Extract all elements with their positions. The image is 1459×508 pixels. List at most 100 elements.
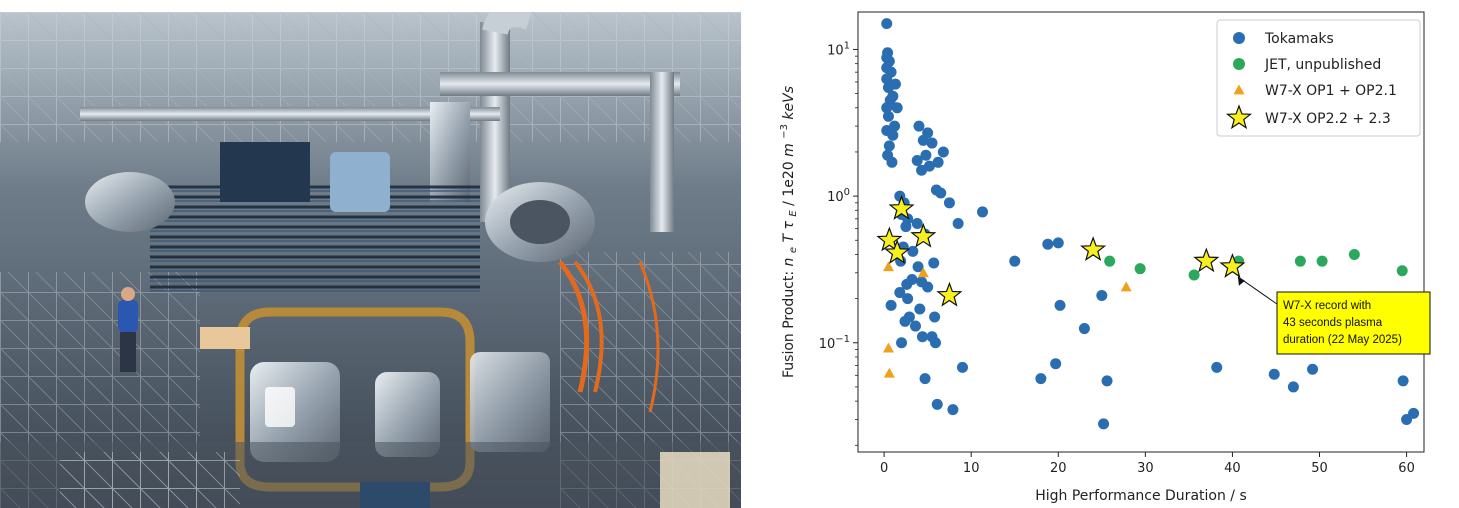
y-axis-label-mid: / 1e20 <box>781 157 797 206</box>
data-point-w7-x-op2-2-2-3 <box>1080 236 1107 261</box>
data-point-tokamaks <box>913 120 925 132</box>
annotation-line: 43 seconds plasma <box>1283 317 1383 329</box>
data-point-tokamaks <box>916 164 928 176</box>
data-point-tokamaks <box>1268 368 1280 380</box>
data-point-tokamaks <box>920 149 932 161</box>
data-point-jet-unpublished <box>1104 255 1116 267</box>
annotation-line: W7-X record with <box>1283 300 1371 312</box>
x-axis-label: High Performance Duration / s <box>1035 488 1247 504</box>
data-point-w7-x-op2-2-2-3 <box>936 281 963 307</box>
legend-marker <box>1233 58 1245 70</box>
legend-marker <box>1225 104 1253 130</box>
x-tick-label: 10 <box>963 461 980 476</box>
data-point-tokamaks <box>1050 358 1062 370</box>
data-point-tokamaks <box>947 404 959 416</box>
data-point-tokamaks <box>928 257 940 269</box>
legend-label: W7-X OP2.2 + 2.3 <box>1265 111 1391 127</box>
data-point-w7-x-op1-op2-1 <box>1120 281 1132 292</box>
data-point-tokamaks <box>887 129 899 141</box>
annotation-line: duration (22 May 2025) <box>1283 334 1402 346</box>
y-axis-label-prefix: Fusion Product: <box>781 266 797 378</box>
data-point-tokamaks <box>1042 238 1054 250</box>
data-point-tokamaks <box>943 197 955 209</box>
data-point-tokamaks <box>917 134 929 146</box>
data-point-jet-unpublished <box>1134 263 1146 275</box>
y-axis-label-unit: keVs <box>781 86 797 120</box>
y-axis-label-ne-sub: e <box>788 247 799 253</box>
legend-box <box>1216 19 1421 137</box>
data-point-tokamaks <box>935 187 947 199</box>
legend-label: W7-X OP1 + OP2.1 <box>1265 83 1397 99</box>
data-point-tokamaks <box>896 337 908 349</box>
y-axis-label-tau-sub: E <box>788 210 799 217</box>
y-tick-label: 101 <box>827 40 850 58</box>
x-tick-label: 30 <box>1137 461 1154 476</box>
y-tick-label: 10−1 <box>819 334 850 352</box>
data-point-tokamaks <box>1078 323 1090 335</box>
plot-area <box>857 11 1425 453</box>
y-axis-label-t: T <box>781 233 797 243</box>
data-point-tokamaks <box>929 337 941 349</box>
data-point-tokamaks <box>1009 255 1021 267</box>
data-point-tokamaks <box>889 78 901 90</box>
data-point-tokamaks <box>885 299 897 311</box>
data-point-tokamaks <box>881 102 893 114</box>
data-point-tokamaks <box>1035 373 1047 385</box>
data-point-tokamaks <box>922 281 934 293</box>
stellarator-photo-icon <box>0 12 741 508</box>
y-axis-label-exp: −3 <box>779 124 790 139</box>
data-point-w7-x-op1-op2-1 <box>917 267 929 278</box>
data-point-tokamaks <box>891 102 903 114</box>
y-axis-label-tau: τ <box>781 221 797 230</box>
data-point-tokamaks <box>1211 361 1223 373</box>
data-point-jet-unpublished <box>1188 269 1200 281</box>
data-point-jet-unpublished <box>1348 248 1360 260</box>
data-point-tokamaks <box>886 156 898 168</box>
data-point-tokamaks <box>881 18 893 30</box>
x-tick-label: 60 <box>1398 461 1415 476</box>
annotation-box <box>1276 291 1431 355</box>
data-point-tokamaks <box>1098 418 1110 430</box>
data-point-tokamaks <box>1307 363 1319 375</box>
data-point-w7-x-op2-2-2-3 <box>888 195 915 220</box>
data-point-tokamaks <box>907 245 919 257</box>
data-point-tokamaks <box>883 140 895 152</box>
data-point-tokamaks <box>881 73 893 85</box>
data-point-w7-x-op2-2-2-3 <box>910 222 937 248</box>
data-point-w7-x-op1-op2-1 <box>882 261 894 272</box>
data-point-tokamaks <box>1052 237 1064 249</box>
data-point-tokamaks <box>1054 299 1066 311</box>
fusion-product-chart: 0 10 20 30 40 50 60 10−1 100 101 W7-X record with… <box>775 0 1459 508</box>
data-point-tokamaks <box>912 261 924 273</box>
data-point-tokamaks <box>914 303 926 315</box>
y-tick-label: 100 <box>827 187 850 205</box>
legend-label: JET, unpublished <box>1264 57 1381 73</box>
data-point-tokamaks <box>1408 407 1420 419</box>
data-point-w7-x-op2-2-2-3 <box>1219 252 1246 278</box>
data-point-tokamaks <box>1101 375 1113 387</box>
data-point-tokamaks <box>977 206 989 218</box>
data-point-tokamaks <box>900 221 912 233</box>
data-point-tokamaks <box>937 146 949 158</box>
data-point-jet-unpublished <box>1316 255 1328 267</box>
data-point-tokamaks <box>1096 290 1108 302</box>
y-axis-label: Fusion Product: n e T τ E / 1e20 m −3 ke… <box>775 86 800 378</box>
chart-canvas: 0 10 20 30 40 50 60 10−1 100 101 W7-X record with… <box>775 11 1431 504</box>
data-point-tokamaks <box>956 361 968 373</box>
data-point-tokamaks <box>911 218 923 230</box>
data-point-jet-unpublished <box>1396 265 1408 277</box>
legend-label: Tokamaks <box>1264 31 1334 47</box>
legend-marker <box>1233 84 1245 95</box>
data-point-w7-x-op2-2-2-3 <box>1193 247 1220 273</box>
legend-marker <box>1233 32 1245 44</box>
data-point-tokamaks <box>931 398 943 410</box>
data-point-tokamaks <box>1287 381 1299 393</box>
x-tick-label: 0 <box>880 461 888 476</box>
data-point-tokamaks <box>916 331 928 343</box>
data-point-tokamaks <box>882 110 894 122</box>
data-point-w7-x-op1-op2-1 <box>882 342 894 353</box>
data-point-tokamaks <box>926 137 938 149</box>
x-tick-label: 20 <box>1050 461 1067 476</box>
data-point-tokamaks <box>901 278 913 290</box>
annotation-arrowhead <box>1237 276 1245 286</box>
